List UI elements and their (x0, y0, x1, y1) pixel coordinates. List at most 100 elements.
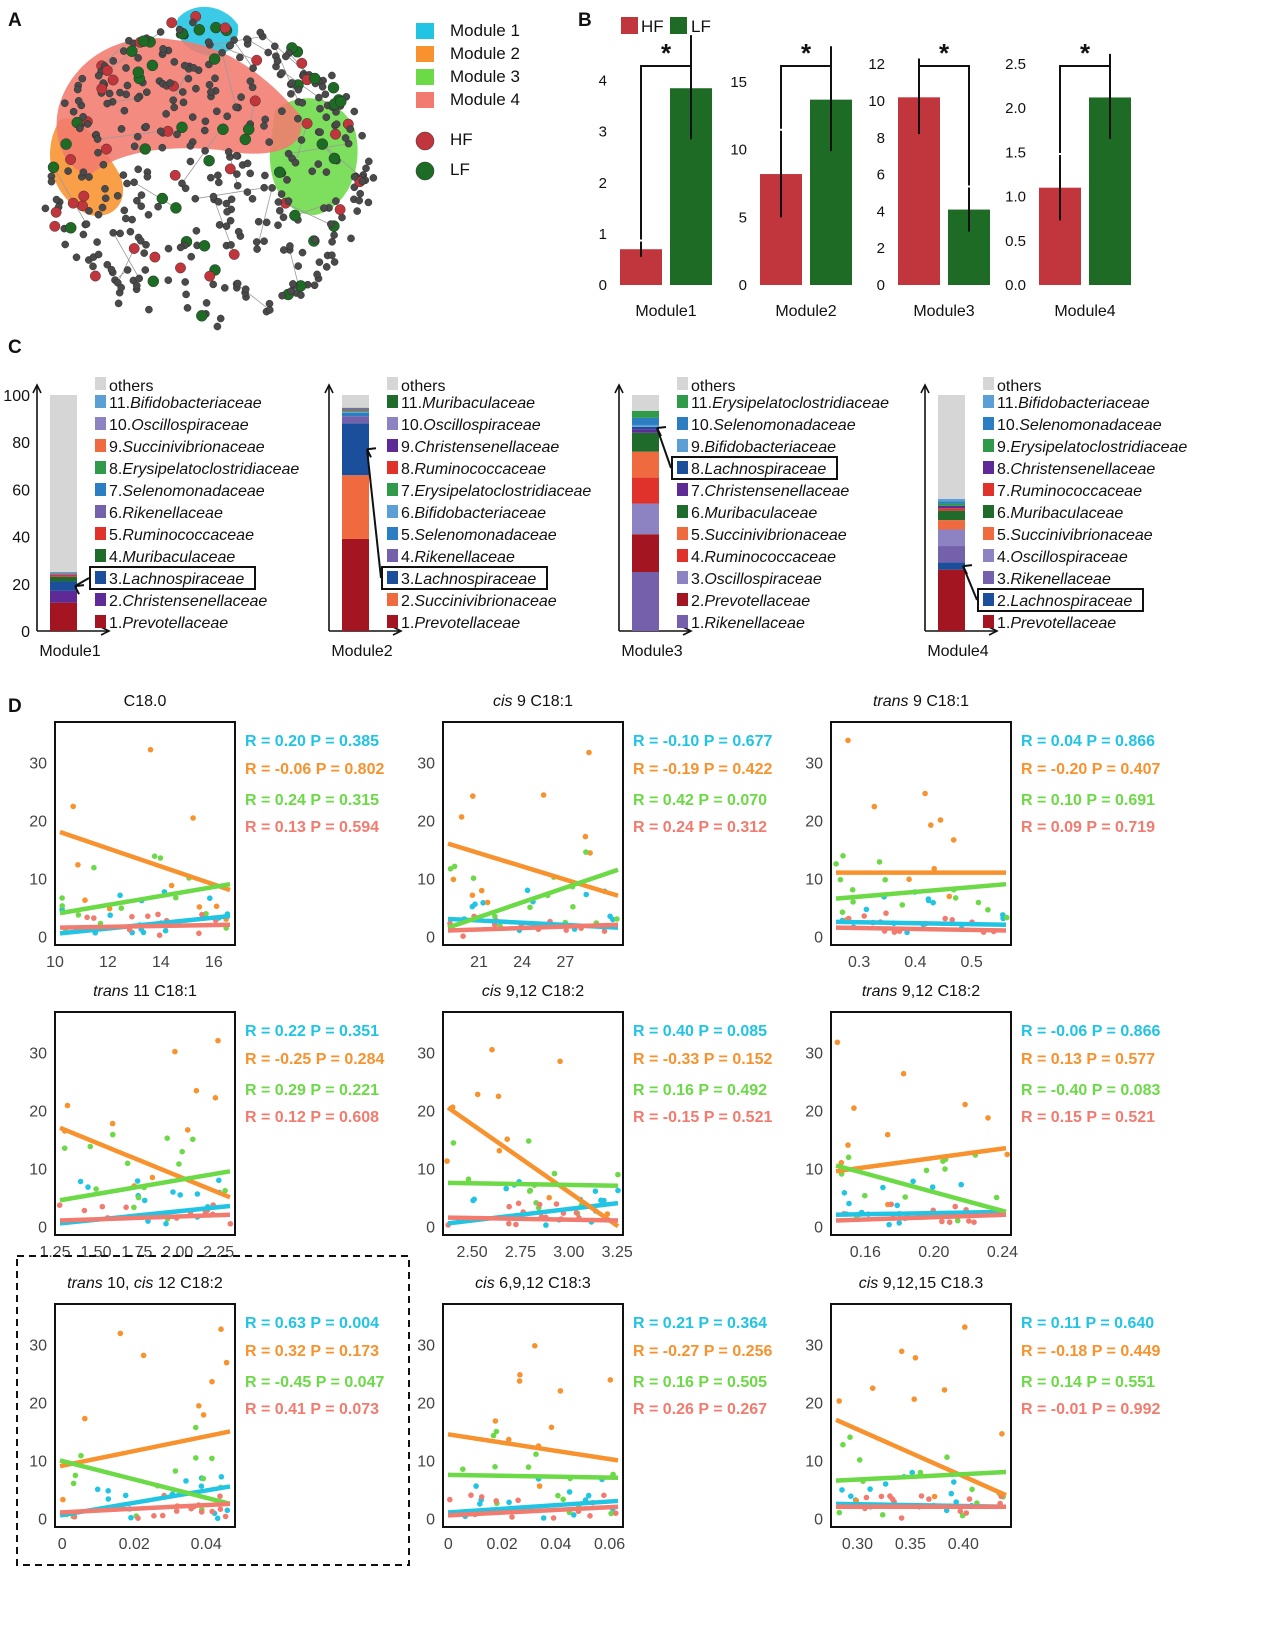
legend-swatch-lachnospiraceae (677, 461, 688, 474)
scatter-point-module3 (450, 1140, 457, 1146)
stat-label-module4: R = 0.15 P = 0.521 (1021, 1109, 1155, 1126)
network-node (137, 191, 146, 199)
network-node (181, 278, 189, 286)
scatter-point-module4 (198, 1509, 205, 1515)
scatter-point-module1 (471, 1196, 478, 1203)
scatter-point-module3 (899, 902, 906, 908)
regression-line-module3 (59, 1458, 231, 1507)
network-node-hf (224, 163, 236, 175)
scatter-point-module2 (607, 1377, 614, 1383)
scatter-title: C18.0 (124, 693, 167, 710)
scatter-point-module4 (199, 911, 205, 918)
scatter-point-module3 (192, 1424, 199, 1431)
network-edge (285, 202, 335, 227)
legend-swatch-erysipelatoclostridiaceae (677, 395, 688, 408)
scatter-point-module3 (882, 877, 888, 883)
stat-label-module2: R = -0.33 P = 0.152 (633, 1051, 772, 1068)
scatter-point-module2 (190, 815, 196, 821)
scatter-title: trans 11 C18:1 (93, 983, 197, 1000)
y-tick-label: 4 (599, 73, 607, 90)
scatter-point-module1 (615, 1187, 621, 1194)
network-node (284, 197, 293, 205)
scatter-point-module4 (156, 932, 163, 938)
regression-line-module2 (59, 1429, 231, 1469)
stack-segment-rikenellaceae (632, 572, 659, 631)
network-node (249, 64, 257, 72)
network-node (283, 176, 291, 184)
network-node (246, 169, 254, 178)
scatter-subplot-9: cis 9,12,15 C18.3 0 10 20 30 0.30 0.35 0.40 R = … (805, 1275, 1160, 1553)
network-node (78, 74, 87, 83)
scatter-point-module2 (506, 1436, 512, 1443)
scatter-point-module2 (912, 1355, 919, 1361)
legend-swatch-christensenellaceae (983, 461, 994, 474)
scatter-point-module2 (931, 865, 937, 872)
network-node (189, 64, 198, 72)
network-node-lf (210, 21, 222, 34)
network-node (99, 160, 108, 169)
plot-frame (830, 1011, 1012, 1236)
legend-label-christensenellaceae: 2.Christensenellaceae (109, 593, 267, 610)
stacked-subplot-module3: Module3 others11.Erysipelatoclostridiacea… (614, 377, 889, 660)
stacked-subplot-module1: 0 20 40 60 80 100 Module1 others11.Bifidobacter… (3, 377, 299, 660)
y-tick-label: 0 (877, 277, 885, 294)
scatter-point-module2 (516, 1378, 523, 1384)
scatter-point-module1 (194, 1191, 201, 1197)
scatter-point-module1 (480, 900, 486, 906)
network-node (142, 240, 150, 249)
network-node (227, 195, 236, 204)
scatter-point-module3 (570, 904, 576, 910)
scatter-point-module3 (845, 1154, 852, 1161)
network-node-hf (169, 169, 181, 181)
scatter-point-module2 (946, 893, 953, 900)
scatter-point-module2 (587, 850, 593, 856)
legend-label-oscillospiraceae: 4.Oscillospiraceae (997, 549, 1128, 566)
scatter-point-module1 (183, 1478, 189, 1484)
network-node (260, 122, 268, 130)
network-node (268, 184, 276, 192)
scatter-title: cis 9 C18:1 (493, 693, 573, 710)
scatter-point-module4 (513, 1221, 519, 1228)
network-node (205, 81, 214, 89)
legend-label-rikenellaceae: 4.Rikenellaceae (401, 549, 515, 566)
legend-swatch-module4 (416, 92, 434, 108)
scatter-point-module2 (196, 904, 203, 910)
network-node (79, 113, 87, 121)
scatter-point-module4 (613, 1510, 619, 1516)
scatter-point-module4 (550, 1515, 557, 1521)
x-tick-label: 0.35 (895, 1536, 926, 1553)
y-tick-label: 10 (29, 871, 47, 888)
legend-label-prevotellaceae: 1.Prevotellaceae (401, 615, 520, 632)
bar-subplot-module1: 0 1 2 3 4 * Module1 (599, 35, 712, 320)
x-tick-label: 0.4 (904, 954, 926, 971)
network-edge (256, 187, 273, 250)
scatter-point-module2 (546, 1194, 552, 1201)
network-node (316, 104, 324, 113)
network-node (117, 125, 126, 133)
scatter-point-module2 (548, 1424, 555, 1431)
scatter-point-module1 (134, 1178, 141, 1184)
scatter-point-module4 (217, 1493, 223, 1499)
network-node (315, 93, 323, 102)
network-node (321, 90, 330, 99)
scatter-point-module2 (937, 817, 944, 823)
scatter-point-module1 (930, 899, 936, 906)
network-edge (53, 167, 87, 225)
stat-label-module4: R = 0.41 P = 0.073 (245, 1401, 379, 1418)
network-node (232, 103, 240, 111)
x-tick-label: 0.04 (540, 1536, 571, 1553)
network-node (94, 250, 103, 259)
significance-star: * (939, 38, 950, 68)
network-node (76, 124, 84, 133)
network-node (143, 172, 152, 181)
network-node (246, 77, 255, 85)
network-node-hf (301, 118, 313, 129)
regression-line-module2 (59, 829, 231, 893)
network-node (218, 48, 226, 57)
network-node (332, 120, 341, 128)
scatter-point-module3 (91, 864, 97, 871)
y-tick-label: 3 (599, 124, 607, 141)
scatter-point-module2 (928, 822, 934, 828)
scatter-point-module1 (207, 895, 213, 901)
